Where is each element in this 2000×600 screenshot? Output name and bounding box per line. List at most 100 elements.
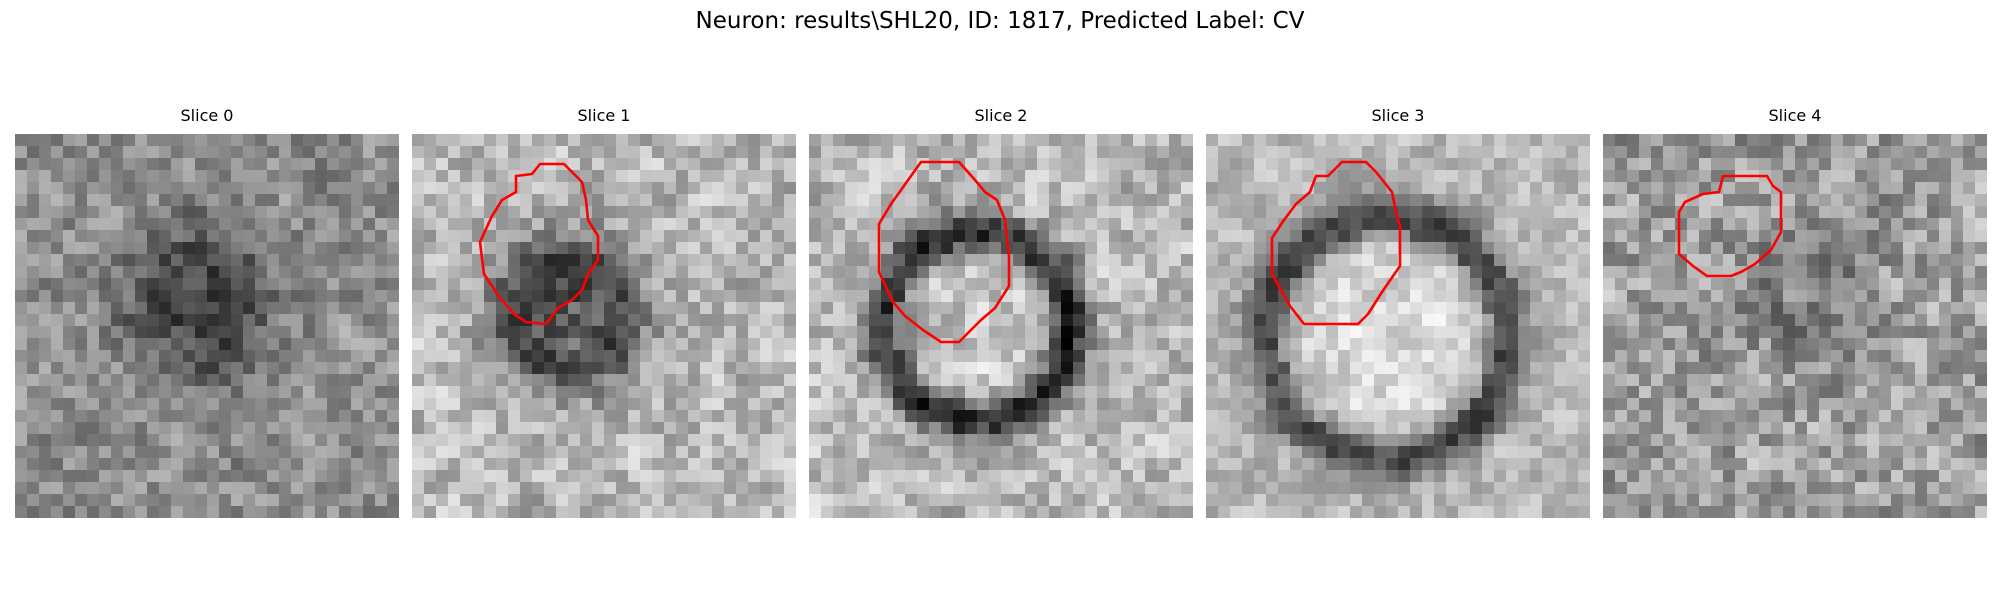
pixel-cell [1169, 482, 1182, 495]
pixel-cell [1855, 410, 1868, 423]
pixel-cell [869, 158, 882, 171]
pixel-cell [1915, 194, 1928, 207]
pixel-cell [255, 386, 268, 399]
pixel-cell [39, 290, 52, 303]
pixel-cell [1278, 494, 1291, 507]
pixel-cell [1278, 146, 1291, 159]
pixel-cell [1843, 182, 1856, 195]
pixel-cell [1711, 230, 1724, 243]
pixel-cell [893, 314, 906, 327]
pixel-cell [1735, 398, 1748, 411]
pixel-cell [1157, 242, 1170, 255]
pixel-cell [1470, 158, 1483, 171]
pixel-cell [496, 326, 509, 339]
pixel-cell [1566, 386, 1579, 399]
pixel-cell [1181, 314, 1193, 327]
pixel-cell [412, 242, 425, 255]
pixel-cell [568, 446, 581, 459]
pixel-cell [1326, 146, 1339, 159]
pixel-cell [953, 398, 966, 411]
pixel-cell [63, 410, 76, 423]
pixel-cell [1085, 350, 1098, 363]
pixel-cell [1013, 242, 1026, 255]
pixel-cell [448, 218, 461, 231]
pixel-cell [845, 158, 858, 171]
pixel-cell [724, 494, 737, 507]
pixel-cell [1759, 410, 1772, 423]
pixel-cell [1506, 470, 1519, 483]
pixel-cell [1446, 230, 1459, 243]
pixel-cell [1097, 482, 1110, 495]
pixel-cell [1254, 422, 1267, 435]
pixel-cell [1795, 314, 1808, 327]
pixel-cell [1879, 170, 1892, 183]
pixel-cell [1927, 386, 1940, 399]
pixel-cell [327, 218, 340, 231]
pixel-cell [1783, 194, 1796, 207]
pixel-cell [291, 146, 304, 159]
pixel-cell [1903, 302, 1916, 315]
pixel-cell [508, 254, 521, 267]
pixel-cell [917, 134, 930, 147]
pixel-cell [279, 218, 292, 231]
pixel-cell [1458, 446, 1471, 459]
pixel-cell [1001, 410, 1014, 423]
pixel-cell [604, 230, 617, 243]
pixel-cell [1675, 410, 1688, 423]
pixel-cell [1037, 506, 1050, 518]
pixel-cell [15, 410, 28, 423]
pixel-cell [1506, 338, 1519, 351]
pixel-cell [1049, 134, 1062, 147]
pixel-cell [1771, 350, 1784, 363]
pixel-cell [1446, 218, 1459, 231]
pixel-cell [1795, 422, 1808, 435]
pixel-cell [1795, 386, 1808, 399]
pixel-cell [219, 290, 232, 303]
pixel-cell [387, 134, 399, 147]
pixel-cell [496, 506, 509, 518]
pixel-cell [1927, 350, 1940, 363]
pixel-cell [965, 206, 978, 219]
pixel-cell [989, 290, 1002, 303]
pixel-cell [664, 350, 677, 363]
pixel-cell [1603, 422, 1616, 435]
pixel-cell [1963, 278, 1976, 291]
pixel-cell [1374, 266, 1387, 279]
pixel-cell [1915, 230, 1928, 243]
pixel-cell [1735, 182, 1748, 195]
pixel-cell [929, 266, 942, 279]
pixel-cell [1073, 218, 1086, 231]
pixel-cell [1494, 386, 1507, 399]
pixel-cell [965, 146, 978, 159]
pixel-cell [351, 458, 364, 471]
pixel-cell [833, 230, 846, 243]
pixel-cell [1458, 278, 1471, 291]
pixel-cell [75, 194, 88, 207]
pixel-cell [1578, 374, 1590, 387]
pixel-cell [1133, 338, 1146, 351]
pixel-cell [243, 410, 256, 423]
pixel-cell [1518, 158, 1531, 171]
pixel-cell [1133, 254, 1146, 267]
pixel-cell [1506, 350, 1519, 363]
pixel-cell [1903, 230, 1916, 243]
pixel-cell [219, 158, 232, 171]
pixel-cell [147, 314, 160, 327]
pixel-cell [640, 494, 653, 507]
pixel-cell [592, 350, 605, 363]
pixel-cell [1927, 206, 1940, 219]
pixel-cell [484, 338, 497, 351]
pixel-cell [1001, 482, 1014, 495]
pixel-cell [1627, 170, 1640, 183]
pixel-cell [1446, 446, 1459, 459]
pixel-cell [51, 242, 64, 255]
pixel-cell [1470, 482, 1483, 495]
pixel-cell [604, 242, 617, 255]
pixel-cell [1603, 290, 1616, 303]
pixel-cell [1867, 398, 1880, 411]
pixel-cell [508, 470, 521, 483]
pixel-cell [1422, 374, 1435, 387]
pixel-cell [1157, 314, 1170, 327]
pixel-cell [941, 350, 954, 363]
pixel-cell [760, 158, 773, 171]
